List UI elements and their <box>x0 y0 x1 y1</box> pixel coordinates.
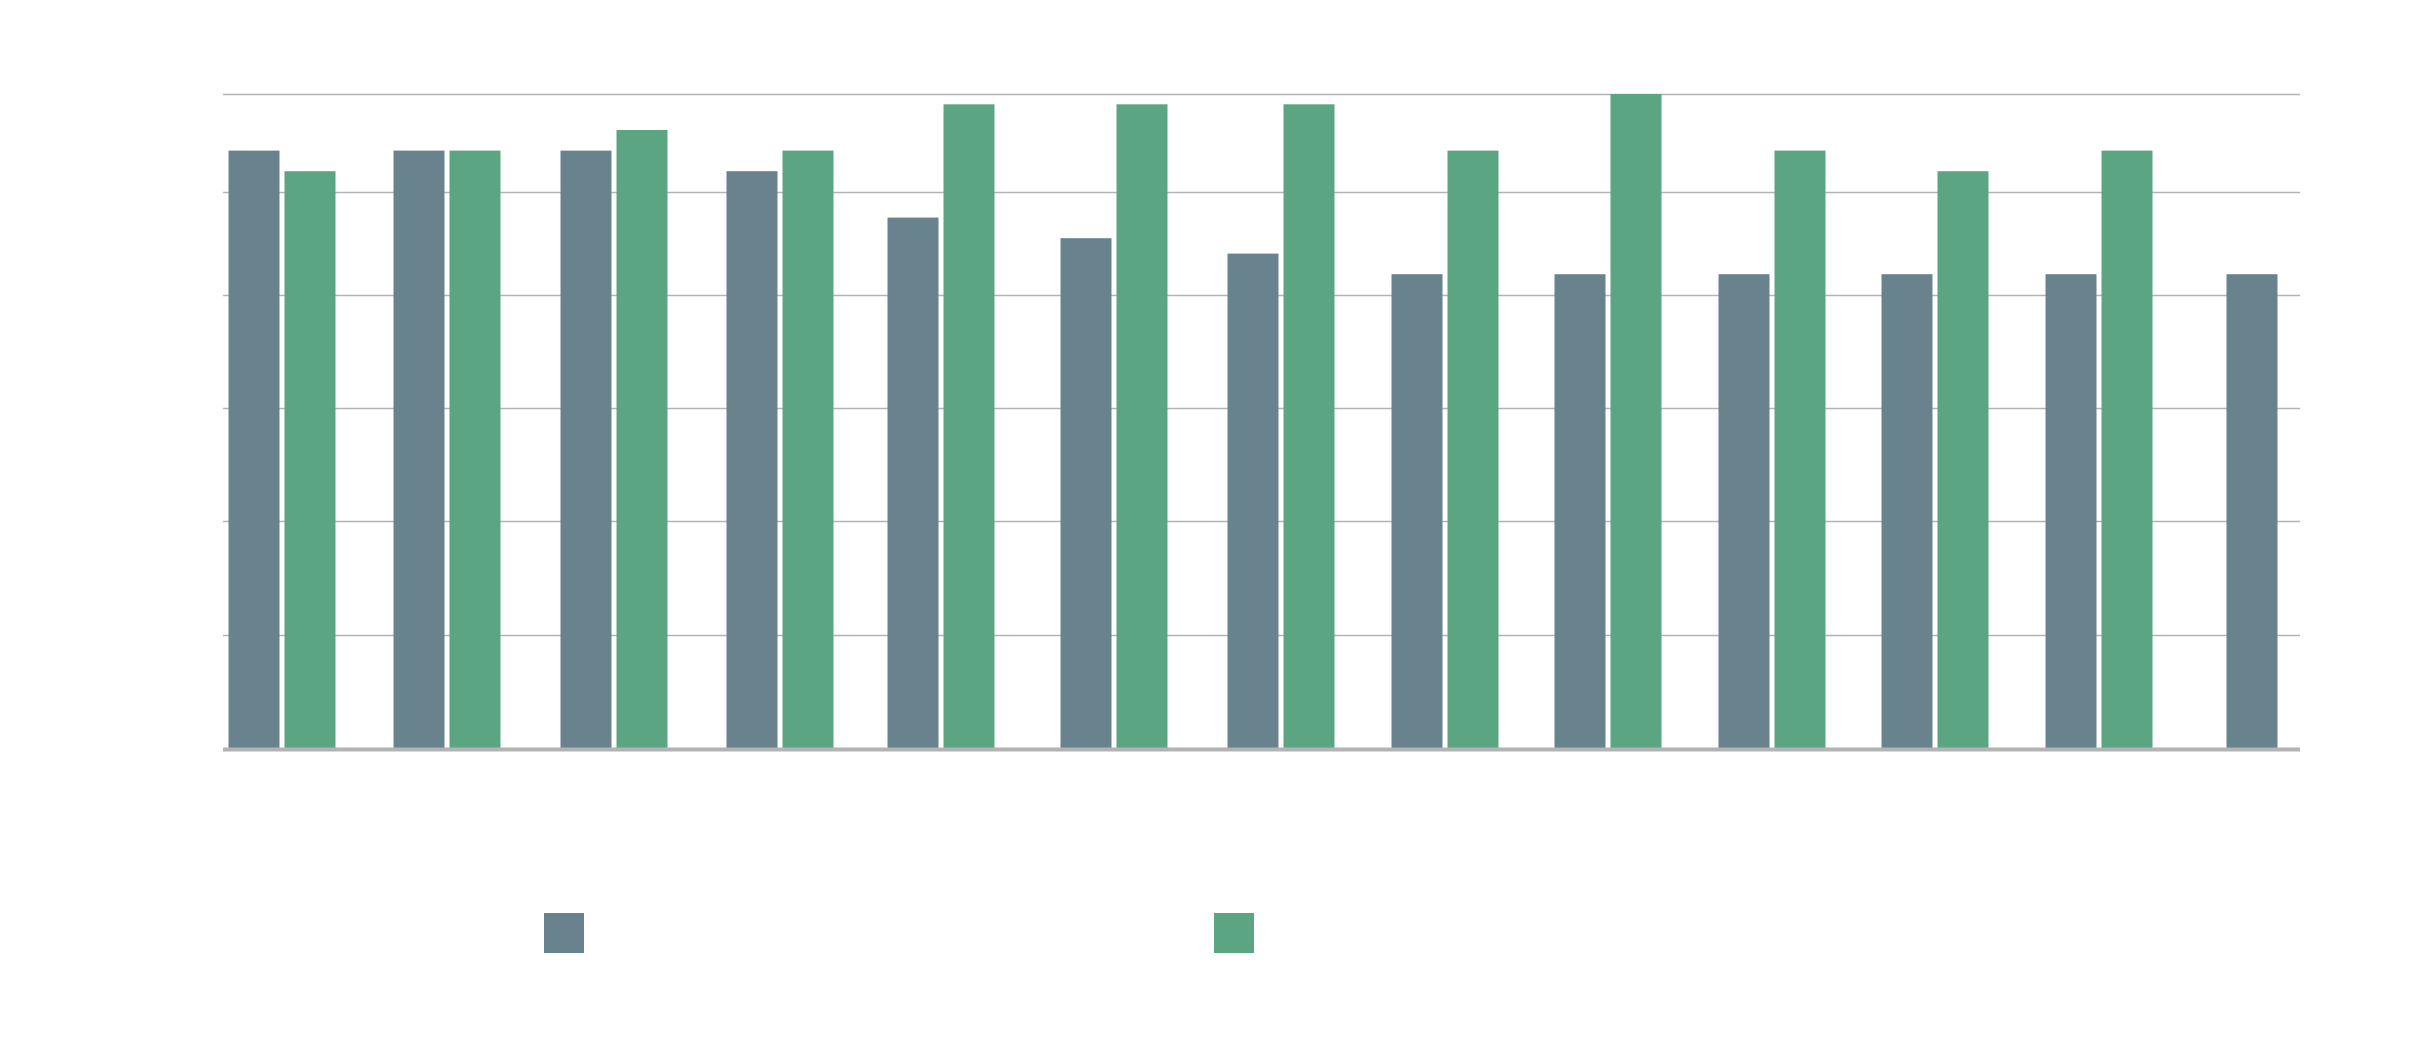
bar-series-1-group-13 <box>2226 274 2278 748</box>
bar-series-1-group-10 <box>1718 274 1770 748</box>
bar-series-2-group-9 <box>1610 94 1662 748</box>
bar-series-1-group-9 <box>1554 274 1606 748</box>
bar-series-1-group-8 <box>1391 274 1443 748</box>
bar-series-2-group-1 <box>284 171 336 748</box>
bar-series-1-group-3 <box>560 150 612 749</box>
bar-series-1-group-12 <box>2045 274 2097 748</box>
bar-series-1-group-7 <box>1227 253 1279 748</box>
bar-series-1-group-5 <box>887 217 939 749</box>
bar-series-2-group-5 <box>943 104 995 749</box>
bar-series-2-group-2 <box>449 150 501 749</box>
bar-series-1-group-2 <box>393 150 445 749</box>
bar-series-1-group-6 <box>1060 238 1112 748</box>
legend <box>544 913 1254 953</box>
bar-series-2-group-12 <box>2101 150 2153 749</box>
bar-series-2-group-10 <box>1774 150 1826 749</box>
legend-swatch-series-1 <box>544 913 584 953</box>
bar-series-1-group-4 <box>726 171 778 748</box>
legend-swatch-series-2 <box>1214 913 1254 953</box>
bar-series-1-group-11 <box>1881 274 1933 748</box>
bar-series-2-group-3 <box>616 130 668 748</box>
bars <box>228 94 2278 749</box>
bar-series-2-group-4 <box>782 150 834 749</box>
bar-series-1-group-1 <box>228 150 280 749</box>
bar-series-2-group-7 <box>1283 104 1335 749</box>
bar-series-2-group-8 <box>1447 150 1499 749</box>
bar-series-2-group-11 <box>1937 171 1989 748</box>
bar-series-2-group-6 <box>1116 104 1168 749</box>
